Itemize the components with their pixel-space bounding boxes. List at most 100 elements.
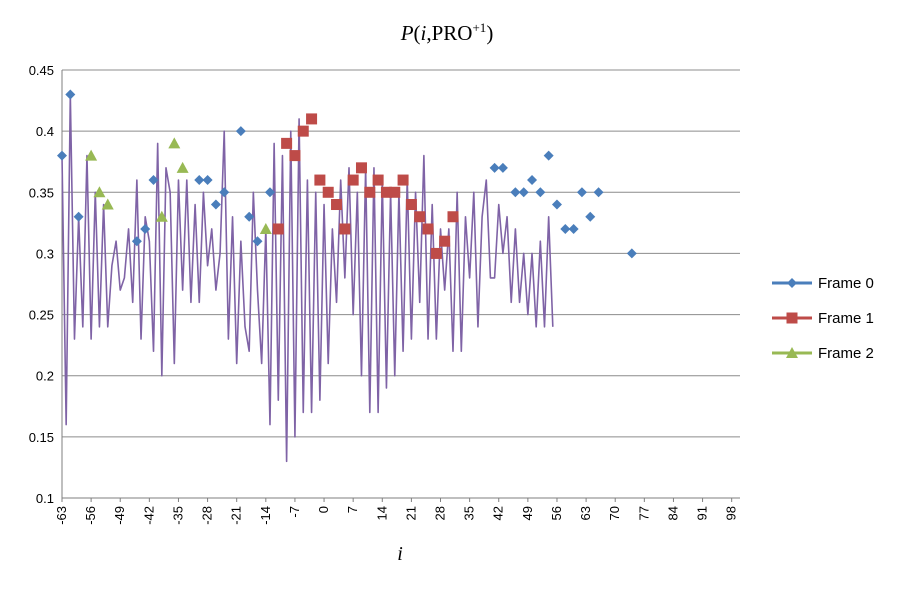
data-point-series-0 [131, 236, 142, 247]
x-tick-label: -14 [258, 506, 273, 525]
data-point-series-1 [405, 199, 417, 211]
data-point-series-0 [244, 211, 255, 222]
data-point-series-1 [331, 199, 343, 211]
data-point-series-0 [202, 175, 213, 186]
data-point-series-0 [264, 187, 275, 198]
data-point-series-1 [289, 150, 301, 162]
data-point-series-1 [414, 211, 426, 223]
data-point-series-2 [176, 161, 189, 173]
data-point-series-1 [322, 186, 334, 198]
data-point-series-1 [397, 174, 409, 186]
x-tick-label: 84 [665, 506, 680, 520]
data-point-series-1 [297, 125, 309, 137]
legend: Frame 0 Frame 1 Frame 2 [772, 275, 874, 362]
data-point-series-1 [306, 113, 318, 125]
x-tick-label: 42 [491, 506, 506, 520]
data-point-series-2 [168, 137, 181, 149]
data-point-series-0 [57, 150, 67, 161]
x-tick-label: 28 [433, 506, 448, 520]
data-point-series-1 [380, 186, 392, 198]
title-sup: +1 [472, 20, 486, 35]
data-point-series-1 [447, 211, 459, 223]
data-point-series-0 [235, 126, 246, 137]
data-point-series-0 [527, 175, 538, 186]
y-tick-label: 0.35 [29, 185, 54, 200]
data-point-series-1 [439, 235, 451, 247]
x-tick-label: 35 [462, 506, 477, 520]
data-point-series-0 [140, 223, 151, 234]
y-tick-label: 0.3 [36, 246, 54, 261]
x-tick-label: 63 [578, 506, 593, 520]
data-point-series-0 [73, 211, 84, 222]
y-tick-label: 0.4 [36, 124, 54, 139]
data-point-series-0 [543, 150, 554, 161]
title-p: P [400, 21, 414, 45]
data-point-series-1 [422, 223, 434, 235]
data-point-series-1 [430, 247, 442, 259]
data-point-series-1 [347, 174, 359, 186]
data-point-series-2 [101, 198, 114, 210]
x-tick-label: 77 [636, 506, 651, 520]
y-tick-label: 0.1 [36, 491, 54, 506]
series-markers [57, 89, 637, 259]
data-point-series-2 [155, 210, 168, 222]
legend-marker [787, 278, 797, 288]
x-axis-ticks: -63 -56 -49 -42 -35 -28 -21 -14 -7 0 7 14 21 28 35 42 49… [54, 498, 739, 525]
data-point-series-0 [219, 187, 230, 198]
data-point-series-2 [93, 186, 106, 198]
data-point-series-0 [593, 187, 604, 198]
data-point-series-0 [626, 248, 637, 259]
data-point-series-1 [339, 223, 351, 235]
chart-title: P(i,PRO+1) [400, 20, 494, 45]
data-point-series-0 [148, 175, 159, 186]
x-tick-label: 21 [403, 506, 418, 520]
data-point-series-1 [389, 186, 401, 198]
series-line [61, 93, 554, 463]
title-i: i [421, 21, 427, 45]
data-point-series-1 [364, 186, 376, 198]
x-tick-label: -42 [141, 506, 156, 525]
x-axis-label: i [397, 543, 403, 565]
x-tick-label: 7 [345, 506, 360, 513]
y-tick-label: 0.15 [29, 430, 54, 445]
data-point-series-0 [252, 236, 263, 247]
legend-entry: Frame 0 [818, 275, 874, 292]
data-point-series-1 [281, 137, 293, 149]
data-point-series-0 [510, 187, 521, 198]
data-point-series-2 [259, 222, 272, 234]
x-tick-label: 14 [374, 506, 389, 520]
data-point-series-1 [372, 174, 384, 186]
data-point-series-0 [585, 211, 596, 222]
x-tick-label: -63 [54, 506, 69, 525]
x-tick-label: -28 [200, 506, 215, 525]
x-tick-label: -7 [287, 506, 302, 518]
title-paren-close: ) [486, 21, 493, 45]
y-tick-label: 0.2 [36, 369, 54, 384]
x-tick-label: 49 [520, 506, 535, 520]
x-tick-label: -49 [112, 506, 127, 525]
title-sep: ,PRO [426, 21, 472, 45]
x-tick-label: -21 [229, 506, 244, 525]
data-point-series-0 [65, 89, 76, 100]
title-paren-open: ( [414, 21, 421, 45]
x-tick-label: 70 [607, 506, 622, 520]
y-tick-label: 0.45 [29, 63, 54, 78]
data-point-series-0 [194, 175, 205, 186]
x-tick-label: 0 [316, 506, 331, 513]
data-point-series-0 [568, 223, 579, 234]
y-tick-label: 0.25 [29, 308, 54, 323]
x-tick-label: 98 [724, 506, 739, 520]
data-point-series-1 [272, 223, 284, 235]
data-point-series-0 [489, 162, 500, 173]
data-point-series-2 [85, 149, 98, 161]
data-point-series-1 [355, 162, 367, 174]
x-tick-label: -56 [83, 506, 98, 525]
data-point-series-1 [314, 174, 326, 186]
data-point-series-0 [518, 187, 529, 198]
data-point-series-0 [535, 187, 546, 198]
data-point-series-0 [576, 187, 587, 198]
data-point-series-0 [551, 199, 562, 210]
x-tick-label: 56 [549, 506, 564, 520]
data-point-series-0 [560, 223, 571, 234]
